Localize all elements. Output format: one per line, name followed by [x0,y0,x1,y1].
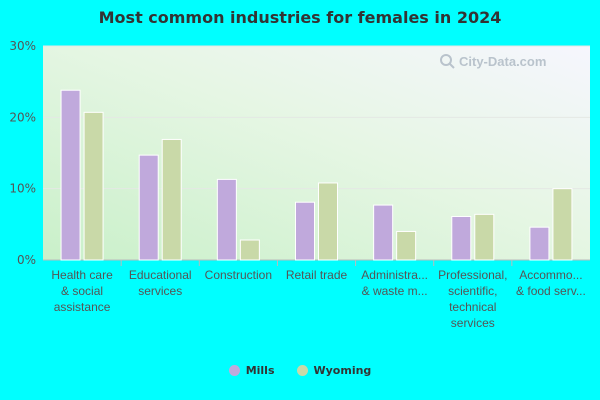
bar-wyoming[interactable] [396,230,417,261]
x-tick-label: Construction [205,268,272,282]
bar-wyoming[interactable] [552,188,573,261]
bar-wyoming[interactable] [161,138,182,261]
legend: Mills Wyoming [0,364,600,377]
y-axis-ticks: 0% 10% 20% 30% [9,39,36,267]
legend-swatch [296,365,308,376]
x-axis-labels: Health care & social assistance Educational… [51,268,585,330]
watermark-text: City-Data.com [459,54,546,69]
y-tick-label: 20% [9,110,36,124]
bar-mills[interactable] [138,154,159,261]
gridlines [43,45,590,266]
x-tick-label: Health care & social assistance [51,268,113,314]
legend-item-wyoming[interactable]: Wyoming [296,364,372,377]
bar-wyoming[interactable] [474,213,495,261]
bar-mills[interactable] [529,226,550,261]
bar-wyoming[interactable] [239,239,260,261]
legend-label: Mills [245,364,275,377]
legend-item-mills[interactable]: Mills [228,364,275,377]
x-tick-label: Educational services [129,268,192,298]
bars [60,89,573,261]
bar-wyoming[interactable] [83,111,104,261]
bar-mills[interactable] [295,201,315,261]
x-tick-label: Professional, scientific, technical service… [438,268,507,330]
y-tick-label: 30% [9,39,36,53]
watermark: City-Data.com [440,54,546,69]
legend-swatch [228,365,240,376]
x-tick-label: Accommo... & food serv... [516,268,586,298]
bar-wyoming[interactable] [318,182,338,261]
bar-mills[interactable] [373,204,394,261]
plot-area [43,46,590,260]
bar-mills[interactable] [216,178,237,261]
bar-mills[interactable] [60,89,81,261]
chart-title: Most common industries for females in 20… [98,8,502,27]
y-tick-label: 10% [9,182,36,196]
y-tick-label: 0% [17,253,36,267]
legend-label: Wyoming [313,364,372,377]
bar-mills[interactable] [451,215,472,261]
x-tick-label: Administra... & waste m... [361,268,428,298]
x-tick-label: Retail trade [286,268,348,282]
